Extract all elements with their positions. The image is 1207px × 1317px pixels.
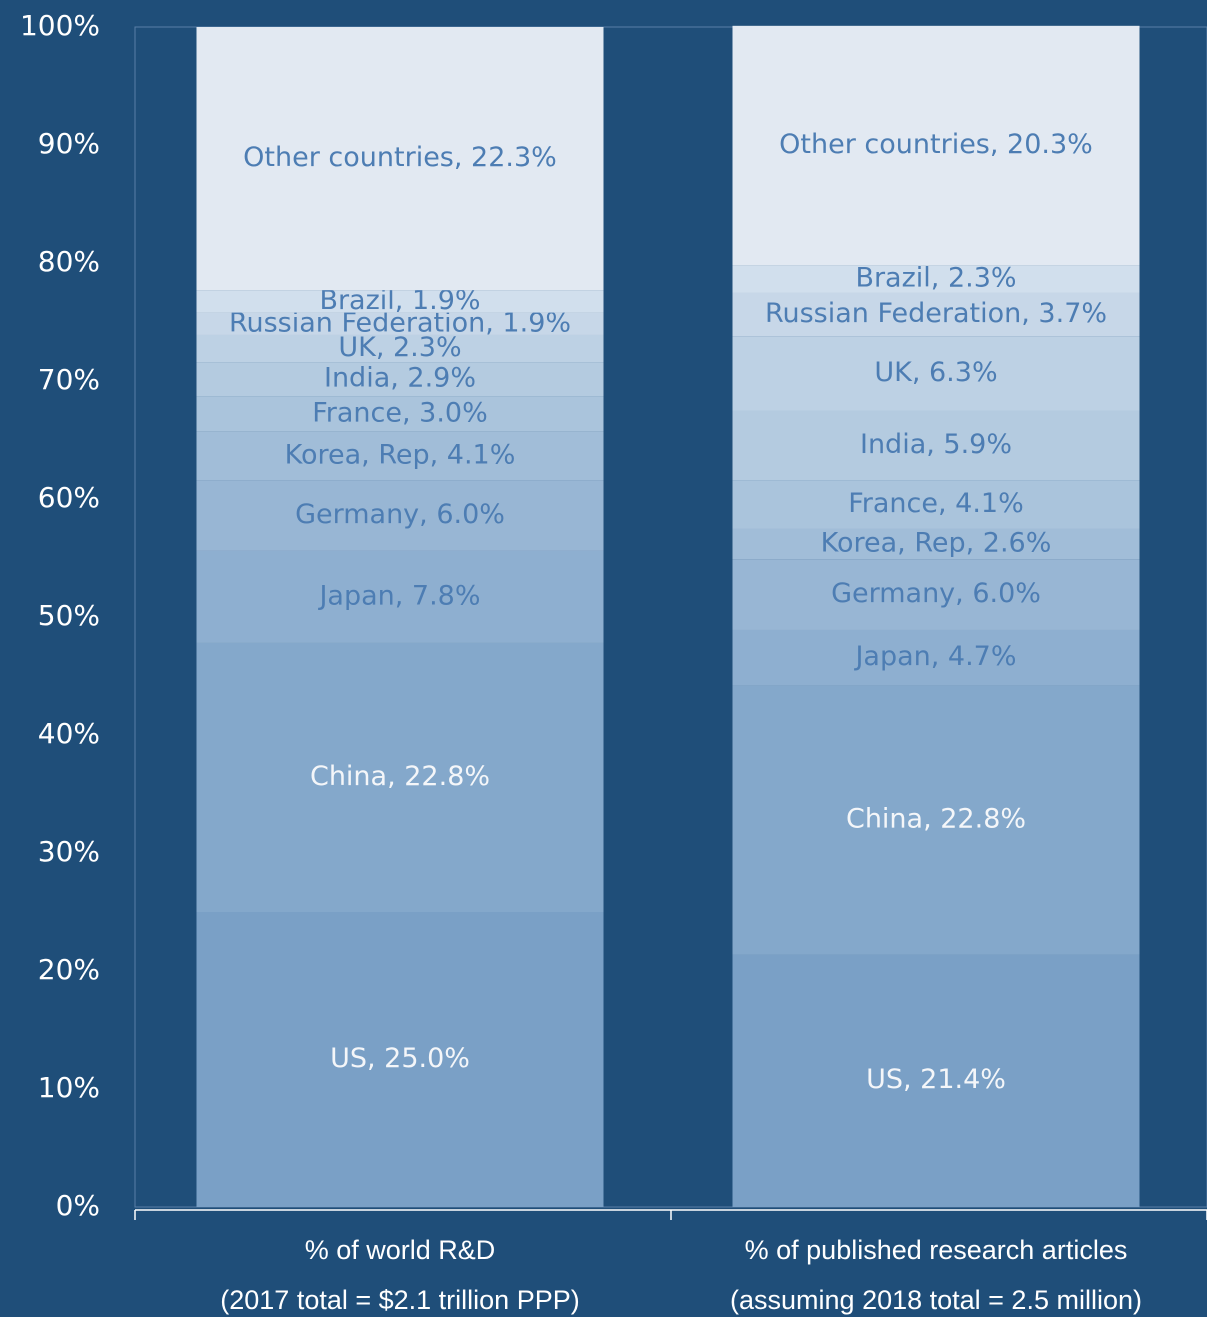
bar-segment (732, 336, 1140, 411)
x-tick-label: % of published research articles (745, 1235, 1128, 1265)
bar-segment (732, 685, 1140, 955)
bar-segment (196, 27, 604, 291)
data-label: India, 2.9% (324, 363, 476, 394)
data-label: Japan, 7.8% (317, 580, 480, 611)
data-label: UK, 6.3% (874, 357, 997, 388)
data-label: China, 22.8% (310, 761, 490, 792)
data-label: UK, 2.3% (338, 332, 461, 363)
y-tick-label: 100% (20, 9, 100, 42)
y-tick-label: 10% (38, 1071, 100, 1104)
data-label: Japan, 4.7% (853, 641, 1016, 672)
data-label: France, 3.0% (312, 398, 488, 429)
y-tick-label: 40% (38, 717, 100, 750)
bar-segment (196, 912, 604, 1207)
bar-segment (732, 25, 1140, 266)
bar-segment (196, 550, 604, 643)
y-tick-label: 90% (38, 127, 100, 160)
data-label: Germany, 6.0% (831, 578, 1041, 609)
bar-segment (196, 431, 604, 481)
data-label: US, 21.4% (866, 1064, 1006, 1095)
bar-segment (732, 954, 1140, 1207)
bar-segment (196, 362, 604, 397)
data-label: Germany, 6.0% (295, 499, 505, 530)
y-tick-label: 70% (38, 363, 100, 396)
data-label: France, 4.1% (848, 488, 1024, 519)
bar-segment (732, 559, 1140, 630)
x-tick-note: (assuming 2018 total = 2.5 million) (730, 1285, 1142, 1315)
y-tick-label: 0% (56, 1189, 100, 1222)
x-tick-label: % of world R&D (305, 1235, 496, 1265)
data-label: India, 5.9% (860, 429, 1012, 460)
bar-segment (732, 292, 1140, 337)
data-label: Korea, Rep, 4.1% (285, 439, 516, 470)
data-label: China, 22.8% (846, 803, 1026, 834)
bar-segment (196, 312, 604, 335)
data-label: Brazil, 2.3% (855, 262, 1016, 293)
data-label: Korea, Rep, 2.6% (821, 527, 1052, 558)
data-label: Russian Federation, 3.7% (765, 298, 1107, 329)
y-tick-label: 30% (38, 835, 100, 868)
bar-segment (196, 334, 604, 363)
plot-area (134, 26, 1207, 1208)
bar-segment (732, 528, 1140, 560)
bar-segment (732, 629, 1140, 686)
bar-segment (196, 396, 604, 432)
bar-segment (732, 480, 1140, 529)
bar-segment (732, 410, 1140, 481)
bar-segment (196, 480, 604, 551)
bar-segment (732, 265, 1140, 293)
bar-segment (196, 642, 604, 912)
y-tick-label: 50% (38, 599, 100, 632)
y-tick-label: 60% (38, 481, 100, 514)
data-label: Other countries, 20.3% (779, 129, 1093, 160)
data-label: Other countries, 22.3% (243, 142, 557, 173)
data-label: US, 25.0% (330, 1043, 470, 1074)
x-tick-note: (2017 total = $2.1 trillion PPP) (220, 1285, 579, 1315)
y-tick-label: 80% (38, 245, 100, 278)
bar-segment (196, 290, 604, 313)
y-tick-label: 20% (38, 953, 100, 986)
